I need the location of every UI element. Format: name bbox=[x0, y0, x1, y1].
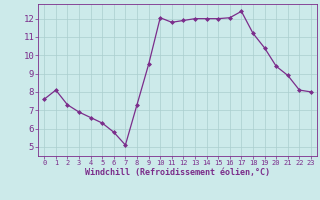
X-axis label: Windchill (Refroidissement éolien,°C): Windchill (Refroidissement éolien,°C) bbox=[85, 168, 270, 177]
